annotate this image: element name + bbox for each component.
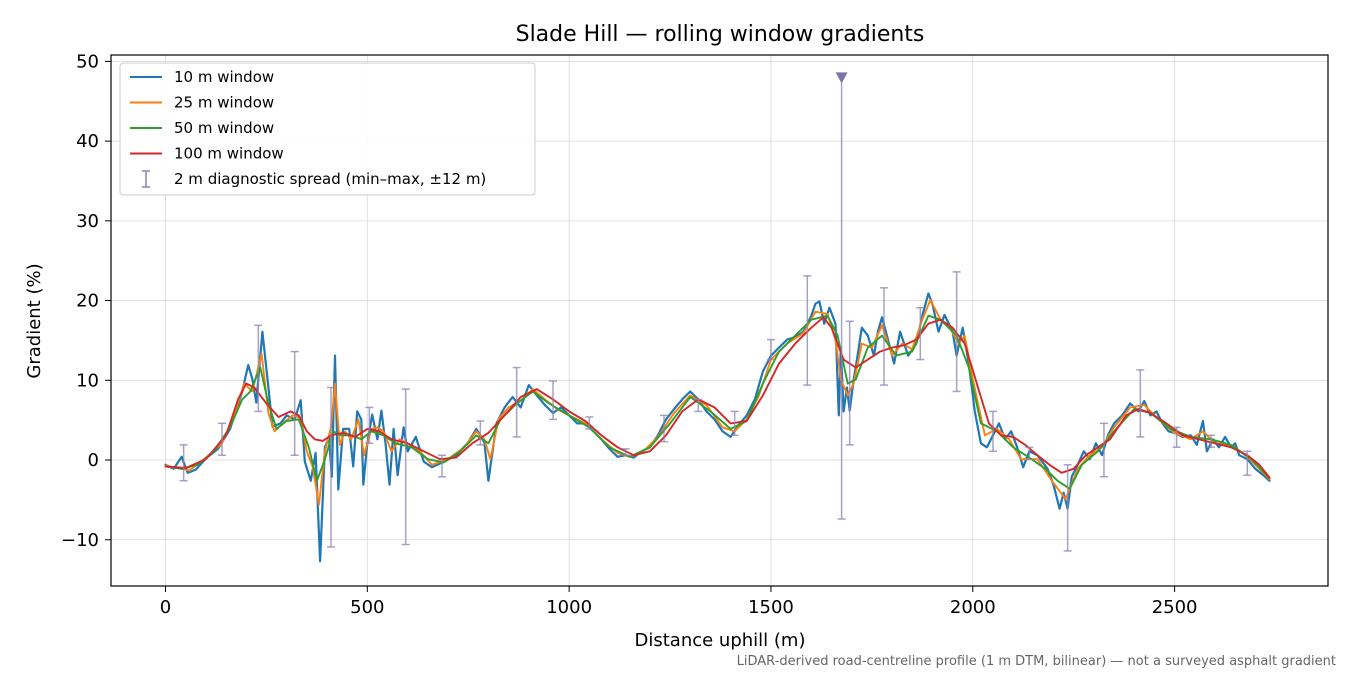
series-line-4	[164, 316, 1271, 479]
legend: 10 m window 25 m window 50 m window 100 m w…	[119, 62, 536, 196]
y-tick-label: 0	[88, 450, 99, 471]
errorbar	[548, 380, 557, 421]
legend-label-2: 25 m window	[174, 94, 274, 112]
errorbar	[1099, 422, 1108, 478]
y-tick-label: −10	[61, 530, 99, 551]
errorbar	[437, 454, 446, 478]
series-line-3	[164, 314, 1271, 490]
x-axis: 0 500 1000 1500 2000 2500	[160, 586, 1198, 618]
errorbar	[254, 324, 263, 413]
errorbar	[845, 320, 854, 446]
x-tick-label: 500	[350, 597, 384, 618]
y-tick-label: 10	[76, 370, 99, 391]
errorbar	[1206, 434, 1215, 449]
errorbar	[1172, 426, 1181, 449]
errorbar	[766, 338, 775, 361]
errorbar	[476, 420, 485, 446]
errorbar	[585, 416, 594, 430]
legend-label-1: 10 m window	[174, 68, 274, 86]
errorbar	[879, 287, 888, 386]
errorbar	[179, 444, 188, 482]
y-tick-label: 30	[76, 211, 99, 232]
errorbar	[916, 306, 925, 361]
errorbar	[290, 350, 299, 456]
x-tick-label: 2500	[1152, 597, 1198, 618]
clipped-marker	[835, 72, 848, 84]
legend-label-errorbars: 2 m diagnostic spread (min–max, ±12 m)	[174, 170, 486, 188]
x-tick-label: 1000	[546, 597, 592, 618]
chart-title: Slade Hill — rolling window gradients	[516, 22, 925, 47]
errorbar	[988, 410, 997, 453]
y-tick-label: 40	[76, 131, 99, 152]
errorbar	[952, 271, 961, 393]
errorbar	[1136, 369, 1145, 438]
legend-box	[119, 62, 536, 196]
x-tick-label: 0	[160, 597, 171, 618]
errorbar	[218, 422, 227, 456]
y-tick-label: 50	[76, 51, 99, 72]
errorbar	[659, 414, 668, 443]
y-axis-label: Gradient (%)	[24, 263, 45, 378]
errorbar	[730, 410, 739, 437]
y-tick-label: 20	[76, 291, 99, 312]
x-tick-label: 2000	[950, 597, 996, 618]
errorbar	[1243, 450, 1252, 476]
x-axis-label: Distance uphill (m)	[635, 630, 806, 651]
errorbar	[621, 448, 630, 456]
errorbar	[326, 386, 335, 548]
plot-frame	[110, 54, 1329, 587]
errorbar-layer	[179, 72, 1252, 552]
legend-label-4: 100 m window	[174, 145, 284, 163]
x-tick-label: 1500	[748, 597, 794, 618]
y-axis: −10 0 10 20 30 40 50	[61, 51, 111, 551]
errorbar	[401, 388, 410, 546]
errorbar	[1063, 464, 1072, 552]
footnote: LiDAR-derived road-centreline profile (1…	[737, 654, 1336, 669]
errorbar	[694, 398, 703, 413]
errorbar	[365, 406, 374, 445]
legend-label-3: 50 m window	[174, 119, 274, 137]
errorbar	[1025, 446, 1034, 460]
errorbar	[835, 72, 848, 520]
series-layer	[164, 292, 1271, 563]
errorbar	[803, 275, 812, 386]
errorbar	[512, 366, 521, 438]
